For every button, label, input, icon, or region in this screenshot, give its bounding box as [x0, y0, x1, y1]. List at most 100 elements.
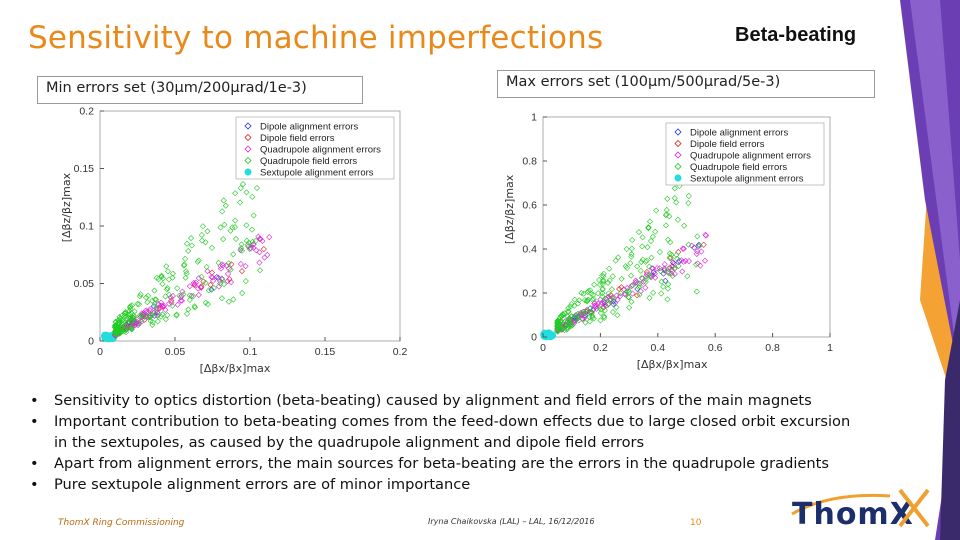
- data-point: [628, 272, 635, 279]
- deco-purple-light: [910, 0, 960, 380]
- points-group: [540, 175, 710, 341]
- data-point: [597, 310, 604, 317]
- data-point: [664, 195, 671, 202]
- data-point: [154, 318, 161, 325]
- data-point: [674, 255, 681, 262]
- data-point: [568, 313, 575, 320]
- bullet-list: • Sensitivity to optics distortion (beta-…: [30, 390, 940, 495]
- data-point: [576, 311, 583, 319]
- data-point: [124, 316, 131, 323]
- data-point: [127, 303, 134, 310]
- data-point: [158, 273, 165, 280]
- bullet-dot: •: [30, 413, 39, 430]
- footer-author: Iryna Chaikovska (LAL) – LAL, 16/12/2016: [428, 517, 595, 526]
- data-point: [118, 312, 125, 319]
- data-point: [264, 251, 271, 258]
- data-point: [259, 237, 266, 245]
- data-point: [628, 283, 635, 290]
- data-point: [178, 292, 185, 299]
- data-point: [596, 277, 603, 284]
- data-point: [599, 293, 606, 300]
- data-point: [186, 292, 193, 299]
- data-point: [665, 281, 672, 288]
- data-point: [580, 290, 587, 297]
- data-point: [684, 273, 691, 280]
- data-point: [583, 309, 590, 316]
- data-point: [681, 222, 688, 229]
- bullet-item: in the sextupoles, as caused by the quad…: [30, 432, 940, 453]
- legend-entry: Sextupole alignment errors: [690, 174, 804, 185]
- data-point: [609, 308, 616, 316]
- data-point: [198, 231, 205, 238]
- data-point: [219, 208, 226, 215]
- x-tick-label: 0.8: [765, 342, 780, 354]
- data-point: [609, 273, 616, 280]
- left-panel-label: Min errors set (30μm/200μrad/1e-3): [37, 76, 363, 104]
- data-point: [168, 299, 175, 306]
- data-point: [606, 265, 613, 272]
- data-point: [639, 234, 646, 241]
- data-point: [666, 254, 673, 261]
- x-tick-label: 0.2: [393, 346, 408, 358]
- x-tick-label: 0: [97, 346, 103, 358]
- data-point: [632, 277, 639, 284]
- data-point: [615, 254, 622, 261]
- data-point: [595, 290, 602, 297]
- data-point: [146, 308, 154, 315]
- data-point: [185, 306, 192, 313]
- data-point: [625, 294, 632, 301]
- data-point: [660, 283, 667, 290]
- data-point: [139, 316, 146, 323]
- data-point: [242, 263, 249, 270]
- data-point: [602, 296, 609, 303]
- data-point: [219, 276, 226, 283]
- data-point: [554, 324, 561, 331]
- data-point: [112, 328, 119, 335]
- data-point: [651, 270, 658, 277]
- points-group: [100, 172, 273, 343]
- data-point: [663, 211, 670, 218]
- data-point: [130, 314, 137, 321]
- legend-box: [235, 116, 395, 180]
- data-point: [580, 310, 587, 317]
- data-point: [204, 268, 211, 275]
- legend-box: [665, 122, 825, 186]
- data-point: [668, 266, 675, 273]
- data-point: [702, 231, 709, 238]
- data-point: [266, 234, 273, 241]
- bullet-dot: •: [30, 476, 39, 493]
- y-axis-label: [Δβz/βz]max: [60, 172, 73, 242]
- data-point: [237, 260, 244, 267]
- data-point: [650, 289, 657, 296]
- data-point: [256, 259, 263, 266]
- data-point: [209, 274, 216, 281]
- data-point: [694, 248, 701, 255]
- data-point: [159, 303, 166, 310]
- data-point: [121, 310, 129, 317]
- data-point: [239, 181, 247, 188]
- data-point: [186, 296, 193, 303]
- data-point: [249, 238, 256, 245]
- data-point: [135, 301, 142, 308]
- legend-marker: [674, 162, 682, 171]
- data-point: [642, 273, 650, 280]
- data-point: [208, 244, 215, 251]
- data-point: [636, 291, 643, 298]
- y-tick-label: 0.15: [74, 163, 95, 175]
- data-point: [571, 319, 578, 326]
- data-point: [182, 274, 189, 281]
- data-point: [587, 305, 594, 312]
- deco-dark-band: [940, 300, 960, 540]
- data-point: [661, 261, 668, 268]
- data-point: [598, 306, 605, 313]
- data-point: [106, 334, 115, 343]
- data-point: [174, 285, 181, 292]
- data-point: [558, 317, 565, 325]
- data-point: [183, 240, 191, 247]
- page-number: 10: [690, 518, 702, 528]
- data-point: [163, 263, 170, 270]
- legend-marker: [674, 139, 682, 148]
- data-point: [547, 331, 556, 340]
- y-tick-label: 0.8: [522, 156, 537, 168]
- data-point: [613, 292, 620, 299]
